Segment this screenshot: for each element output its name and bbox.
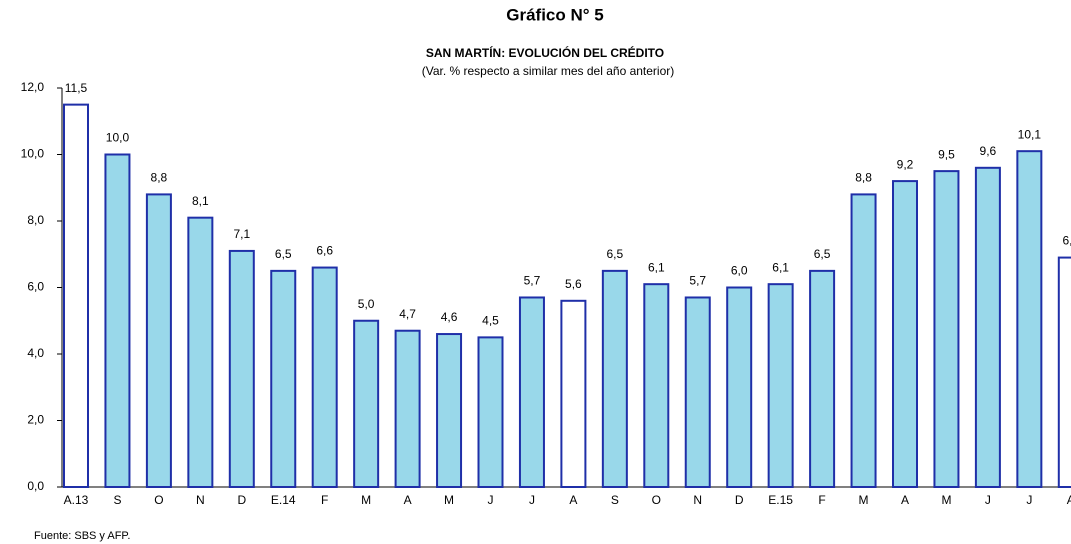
value-label: 6,5 (814, 247, 831, 261)
value-label: 6,0 (731, 264, 748, 278)
x-tick-label: N (196, 493, 205, 507)
bar (1016, 150, 1043, 489)
x-tick-label: F (321, 493, 328, 507)
x-tick-label: O (154, 493, 163, 507)
bar (809, 269, 836, 488)
bar (767, 283, 794, 488)
x-tick-label: A.13 (64, 493, 89, 507)
x-tick-label: S (113, 493, 121, 507)
bar (187, 216, 214, 489)
y-tick-label: 12,0 (21, 80, 45, 94)
bar (228, 249, 255, 488)
y-tick-label: 8,0 (27, 213, 44, 227)
bar (394, 329, 421, 488)
x-tick-label: S (611, 493, 619, 507)
x-tick-label: N (693, 493, 702, 507)
bar (726, 286, 753, 488)
bar (1057, 256, 1071, 489)
value-label: 8,1 (192, 194, 209, 208)
value-label: 8,8 (855, 171, 872, 185)
x-tick-label: F (818, 493, 825, 507)
bar (518, 296, 545, 488)
bar (436, 333, 463, 488)
x-tick-label: E.14 (271, 493, 296, 507)
y-tick-label: 2,0 (27, 413, 44, 427)
value-label: 6,6 (316, 244, 333, 258)
bar (684, 296, 711, 488)
y-tick-label: 4,0 (27, 346, 44, 360)
bar (63, 103, 89, 488)
x-tick-label: M (361, 493, 371, 507)
value-label: 5,0 (358, 297, 375, 311)
value-label: 6,1 (648, 260, 665, 274)
value-label: 4,6 (441, 310, 458, 324)
bar (353, 319, 380, 488)
x-tick-label: M (444, 493, 454, 507)
bar (850, 193, 877, 488)
x-tick-label: A (569, 493, 577, 507)
y-tick-label: 0,0 (27, 479, 44, 493)
y-tick-label: 6,0 (27, 280, 44, 294)
value-label: 4,5 (482, 314, 499, 328)
x-tick-label: A (901, 493, 909, 507)
value-label: 9,5 (938, 147, 955, 161)
value-label: 5,6 (565, 277, 582, 291)
bar (311, 266, 338, 488)
value-label: 10,0 (106, 131, 130, 145)
value-label: 5,7 (524, 274, 541, 288)
x-tick-label: A (404, 493, 412, 507)
value-label: 6,1 (772, 260, 789, 274)
value-label: 6,5 (607, 247, 624, 261)
value-label: 11,5 (65, 81, 88, 95)
x-tick-label: J (1026, 493, 1032, 507)
source: Fuente: SBS y AFP. (34, 530, 130, 542)
x-tick-label: J (529, 493, 535, 507)
bar (270, 269, 297, 488)
y-tick-label: 10,0 (21, 147, 45, 161)
x-tick-label: E.15 (768, 493, 793, 507)
value-label: 6,5 (275, 247, 292, 261)
bar (933, 170, 960, 488)
x-tick-label: J (488, 493, 494, 507)
value-label: 8,8 (151, 171, 168, 185)
value-label: 10,1 (1018, 127, 1042, 141)
bar (145, 193, 172, 488)
bar (892, 180, 918, 488)
x-tick-label: A (1067, 493, 1071, 507)
x-tick-label: D (735, 493, 744, 507)
value-label: 9,2 (897, 157, 914, 171)
bar (104, 153, 131, 488)
bar (974, 166, 1001, 489)
bar (477, 336, 504, 488)
value-label: 4,7 (399, 307, 416, 321)
x-tick-label: O (652, 493, 661, 507)
chart-note: (Var. % respecto a similar mes del año a… (422, 64, 675, 78)
bar (643, 283, 670, 488)
x-tick-label: D (237, 493, 246, 507)
x-tick-label: M (941, 493, 951, 507)
value-label: 5,7 (689, 274, 706, 288)
value-label: 9,6 (980, 144, 997, 158)
chart-title: Gráfico N° 5 (506, 5, 604, 24)
value-label: 7,1 (233, 227, 250, 241)
bar (601, 269, 628, 488)
x-tick-label: M (859, 493, 869, 507)
x-tick-label: J (985, 493, 991, 507)
bar (560, 299, 587, 488)
chart-subtitle: SAN MARTÍN: EVOLUCIÓN DEL CRÉDITO (426, 45, 664, 60)
value-label: 6,9 (1062, 234, 1071, 248)
